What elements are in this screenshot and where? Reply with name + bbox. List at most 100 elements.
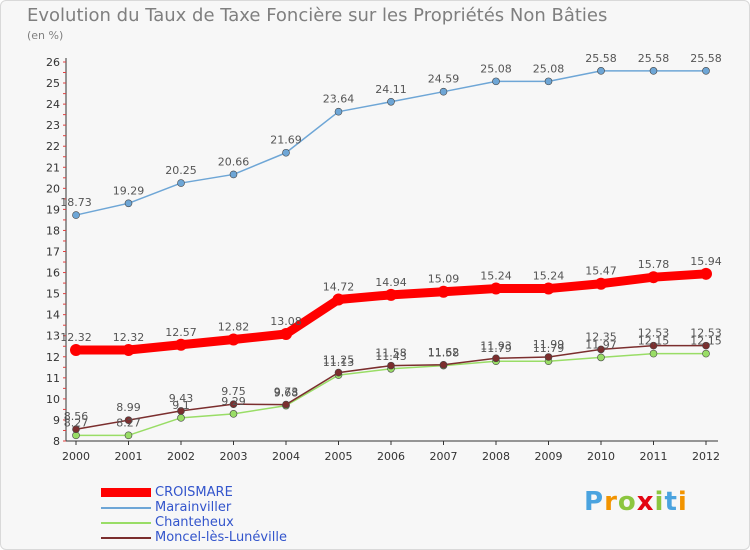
data-point bbox=[595, 277, 607, 290]
data-point bbox=[177, 179, 185, 187]
data-label: 12.15 bbox=[690, 335, 722, 348]
data-point bbox=[702, 67, 710, 75]
logo-letter: i bbox=[654, 487, 665, 517]
data-label: 21.69 bbox=[270, 134, 302, 147]
y-tick-label: 15 bbox=[46, 288, 60, 301]
logo-letter: o bbox=[617, 487, 637, 517]
x-tick-label: 2002 bbox=[167, 450, 195, 463]
y-tick-label: 26 bbox=[46, 56, 60, 69]
logo-letter: r bbox=[604, 487, 618, 517]
data-point bbox=[544, 353, 553, 361]
legend-label: Moncel-lès-Lunéville bbox=[155, 530, 287, 545]
y-tick-label: 14 bbox=[46, 309, 60, 322]
data-point bbox=[439, 360, 448, 369]
data-label: 25.58 bbox=[690, 52, 722, 65]
data-label: 14.94 bbox=[375, 276, 407, 289]
data-label: 11.62 bbox=[428, 346, 460, 359]
data-label: 25.58 bbox=[638, 52, 670, 65]
data-label: 15.09 bbox=[428, 273, 460, 286]
data-point bbox=[124, 416, 133, 424]
data-point bbox=[332, 293, 345, 306]
data-label: 14.72 bbox=[323, 281, 355, 294]
logo-letter: P bbox=[584, 487, 605, 517]
data-label: 8.99 bbox=[116, 401, 141, 414]
data-label: 12.57 bbox=[165, 326, 197, 339]
data-label: 15.47 bbox=[585, 265, 617, 278]
data-point bbox=[122, 344, 135, 357]
x-tick-label: 2000 bbox=[62, 450, 90, 463]
data-label: 11.58 bbox=[428, 347, 460, 360]
y-tick-label: 20 bbox=[46, 182, 60, 195]
y-tick-label: 17 bbox=[46, 246, 60, 259]
data-point bbox=[597, 345, 605, 354]
x-tick-label: 2003 bbox=[220, 450, 248, 463]
x-tick-label: 2005 bbox=[325, 450, 353, 463]
data-point bbox=[70, 344, 82, 357]
data-point bbox=[227, 333, 240, 346]
y-tick-label: 25 bbox=[46, 77, 60, 90]
data-label: 9.43 bbox=[169, 392, 194, 405]
x-tick-label: 2008 bbox=[482, 450, 510, 463]
data-label: 12.32 bbox=[113, 331, 145, 344]
legend-swatch bbox=[101, 507, 151, 509]
data-label: 19.29 bbox=[113, 184, 145, 197]
data-label: 11.13 bbox=[323, 356, 355, 369]
y-tick-label: 16 bbox=[46, 267, 60, 280]
data-label: 11.99 bbox=[533, 338, 565, 351]
data-point bbox=[492, 77, 500, 86]
data-label: 15.24 bbox=[480, 270, 512, 283]
data-label: 15.24 bbox=[533, 270, 565, 283]
data-point bbox=[229, 170, 238, 179]
data-point bbox=[700, 267, 712, 280]
data-point bbox=[124, 199, 133, 208]
data-label: 12.32 bbox=[60, 331, 92, 344]
y-tick-label: 18 bbox=[46, 224, 60, 237]
data-point bbox=[72, 425, 80, 434]
data-point bbox=[542, 282, 555, 295]
data-point bbox=[649, 341, 658, 350]
data-point bbox=[229, 400, 238, 408]
y-tick-label: 22 bbox=[46, 140, 60, 153]
data-label: 25.08 bbox=[480, 62, 512, 75]
data-label: 12.53 bbox=[690, 327, 722, 340]
data-label: 12.53 bbox=[638, 327, 670, 340]
data-label: 11.43 bbox=[375, 350, 407, 363]
y-tick-label: 9 bbox=[53, 414, 60, 427]
data-point bbox=[437, 285, 450, 298]
data-label: 25.58 bbox=[585, 52, 617, 65]
y-tick-label: 24 bbox=[46, 98, 60, 111]
x-tick-label: 2001 bbox=[115, 450, 143, 463]
y-tick-label: 12 bbox=[46, 351, 60, 364]
data-point bbox=[702, 341, 710, 350]
data-label: 9.75 bbox=[221, 385, 246, 398]
data-label: 8.27 bbox=[116, 416, 141, 429]
data-label: 11.25 bbox=[323, 354, 355, 367]
legend-label: CROISMARE bbox=[155, 485, 233, 500]
data-label: 11.79 bbox=[533, 342, 565, 355]
data-point bbox=[702, 349, 710, 358]
data-point bbox=[649, 67, 658, 75]
data-label: 9.29 bbox=[221, 395, 246, 408]
data-point bbox=[387, 97, 395, 106]
data-point bbox=[177, 407, 185, 415]
legend-label: Marainviller bbox=[155, 500, 232, 515]
logo-letter: x bbox=[636, 487, 655, 517]
x-tick-label: 2010 bbox=[587, 450, 615, 463]
data-point bbox=[492, 354, 500, 363]
legend-label: Chanteheux bbox=[155, 515, 234, 530]
x-tick-label: 2007 bbox=[430, 450, 458, 463]
y-tick-label: 8 bbox=[53, 435, 60, 448]
data-label: 24.59 bbox=[428, 73, 460, 86]
data-label: 9.73 bbox=[274, 386, 299, 399]
legend-swatch bbox=[101, 522, 151, 524]
data-point bbox=[334, 107, 343, 116]
data-label: 25.08 bbox=[533, 62, 565, 75]
data-label: 15.94 bbox=[690, 255, 722, 268]
data-label: 20.66 bbox=[218, 155, 250, 168]
y-tick-label: 23 bbox=[46, 119, 60, 132]
data-point bbox=[72, 211, 80, 219]
data-label: 15.78 bbox=[638, 258, 670, 271]
data-point bbox=[597, 353, 605, 362]
x-tick-label: 2006 bbox=[377, 450, 405, 463]
